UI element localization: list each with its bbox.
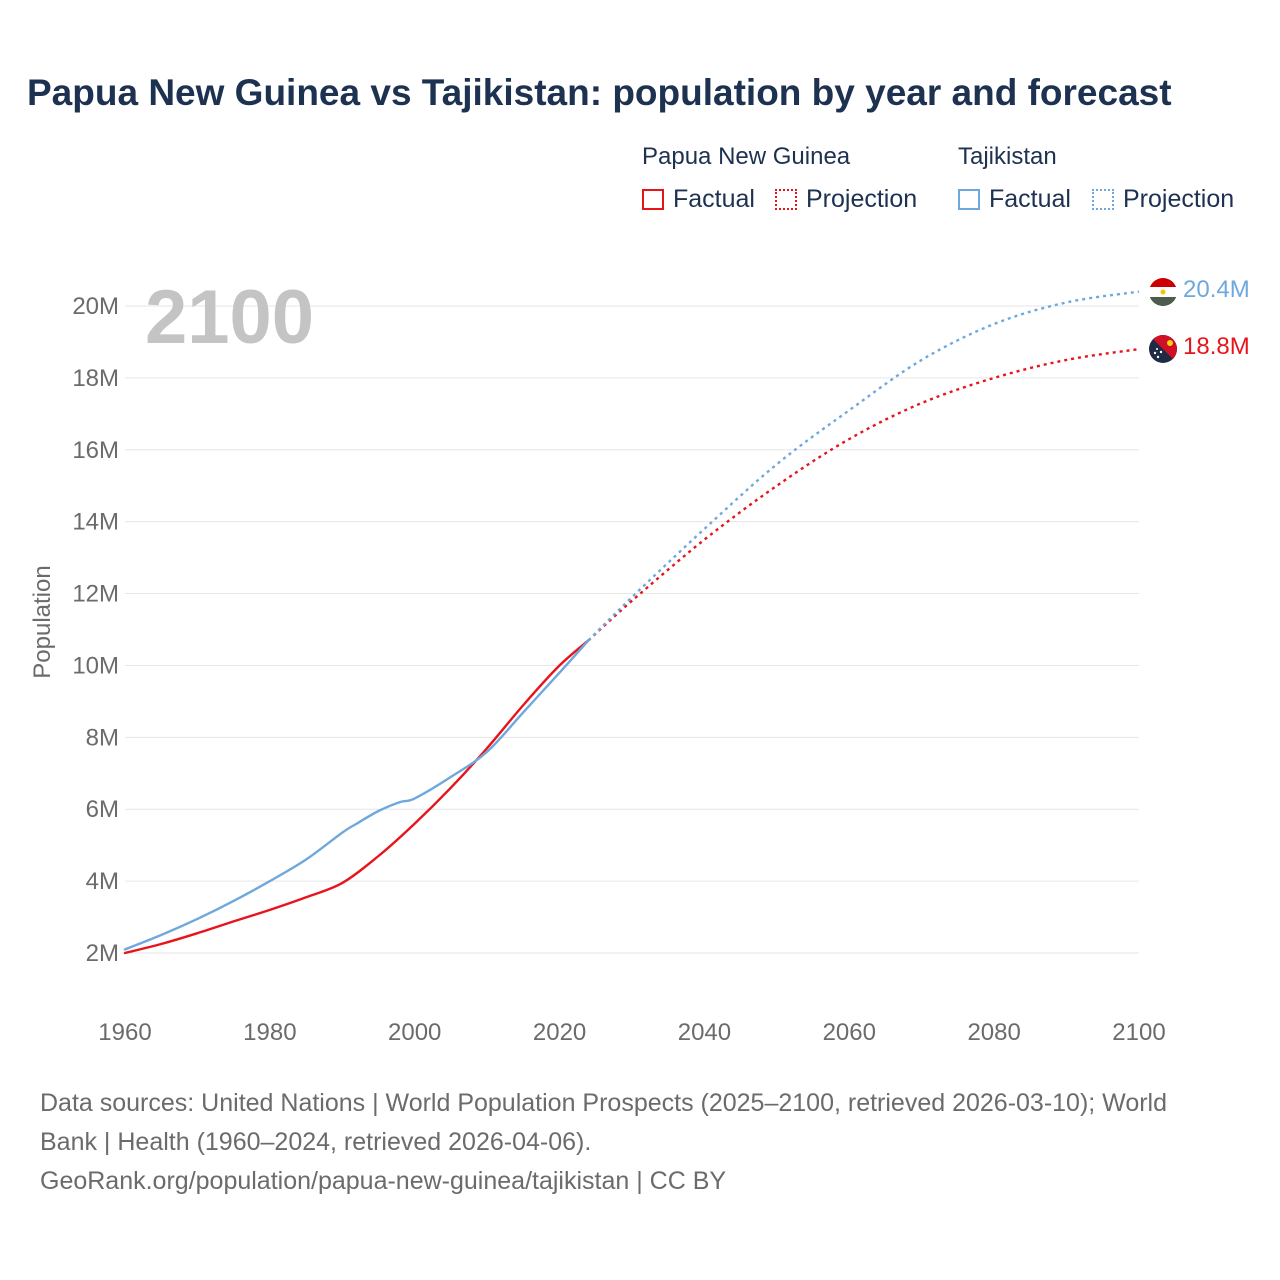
papua-new-guinea-end-label: 18.8M xyxy=(1183,333,1250,360)
y-tick-label: 16M xyxy=(72,437,119,464)
x-tick-label: 2080 xyxy=(967,1019,1020,1046)
x-tick-label: 2100 xyxy=(1112,1019,1165,1046)
series-line-papua-new-guinea-factual xyxy=(123,639,590,955)
y-tick-label: 6M xyxy=(86,796,119,823)
footer: Data sources: United Nations | World Pop… xyxy=(40,1084,1230,1201)
legend-group-papua-new-guinea: Papua New Guinea xyxy=(642,143,851,170)
legend-png-factual-label: Factual xyxy=(673,184,755,213)
year-watermark: 2100 xyxy=(145,275,314,360)
legend-tjk-factual-label: Factual xyxy=(989,184,1071,213)
x-tick-label: 2060 xyxy=(823,1019,876,1046)
legend-png-projection-swatch xyxy=(775,188,797,210)
x-tick-label: 1960 xyxy=(98,1019,151,1046)
footer-credit: GeoRank.org/population/papua-new-guinea/… xyxy=(40,1167,727,1195)
legend-tjk-projection-label: Projection xyxy=(1123,184,1235,213)
papua-new-guinea-flag-icon xyxy=(1149,335,1177,363)
legend-tjk-factual[interactable]: Factual xyxy=(958,184,1071,213)
footer-sources: Data sources: United Nations | World Pop… xyxy=(40,1089,1168,1156)
x-tick-label: 2020 xyxy=(533,1019,586,1046)
legend-tjk-projection-swatch xyxy=(1092,188,1114,210)
y-tick-label: 12M xyxy=(72,581,119,608)
tajikistan-flag-icon xyxy=(1149,278,1177,306)
y-axis-title: Population xyxy=(29,565,56,678)
grid-lines xyxy=(125,305,1139,954)
y-tick-label: 18M xyxy=(72,365,119,392)
legend-png-projection-label: Projection xyxy=(806,184,918,213)
legend-tjk-projection[interactable]: Projection xyxy=(1092,184,1235,213)
chart-title: Papua New Guinea vs Tajikistan: populati… xyxy=(27,72,1172,113)
y-tick-label: 8M xyxy=(86,724,119,751)
legend-png-projection[interactable]: Projection xyxy=(775,184,918,213)
x-tick-label: 2000 xyxy=(388,1019,441,1046)
y-tick-label: 10M xyxy=(72,652,119,679)
legend-png-factual-swatch xyxy=(642,188,664,210)
y-axis-ticks: 2M 4M 6M 8M 10M 12M 14M 16M 18M 20M xyxy=(72,293,119,967)
series-line-tajikistan-projection xyxy=(587,290,1140,642)
series-line-tajikistan-factual xyxy=(123,639,590,951)
x-tick-label: 2040 xyxy=(678,1019,731,1046)
tajikistan-end-label: 20.4M xyxy=(1183,276,1250,303)
y-tick-label: 14M xyxy=(72,509,119,536)
series-lines xyxy=(123,290,1140,955)
y-tick-label: 2M xyxy=(86,940,119,967)
series-line-papua-new-guinea-projection xyxy=(587,347,1140,642)
y-tick-label: 4M xyxy=(86,868,119,895)
legend-tjk-factual-swatch xyxy=(958,188,980,210)
x-axis-ticks: 1960 1980 2000 2020 2040 2060 2080 2100 xyxy=(98,1019,1165,1046)
legend-group-tajikistan: Tajikistan xyxy=(958,143,1057,170)
y-tick-label: 20M xyxy=(72,293,119,320)
legend-png-factual[interactable]: Factual xyxy=(642,184,755,213)
x-tick-label: 1980 xyxy=(243,1019,296,1046)
